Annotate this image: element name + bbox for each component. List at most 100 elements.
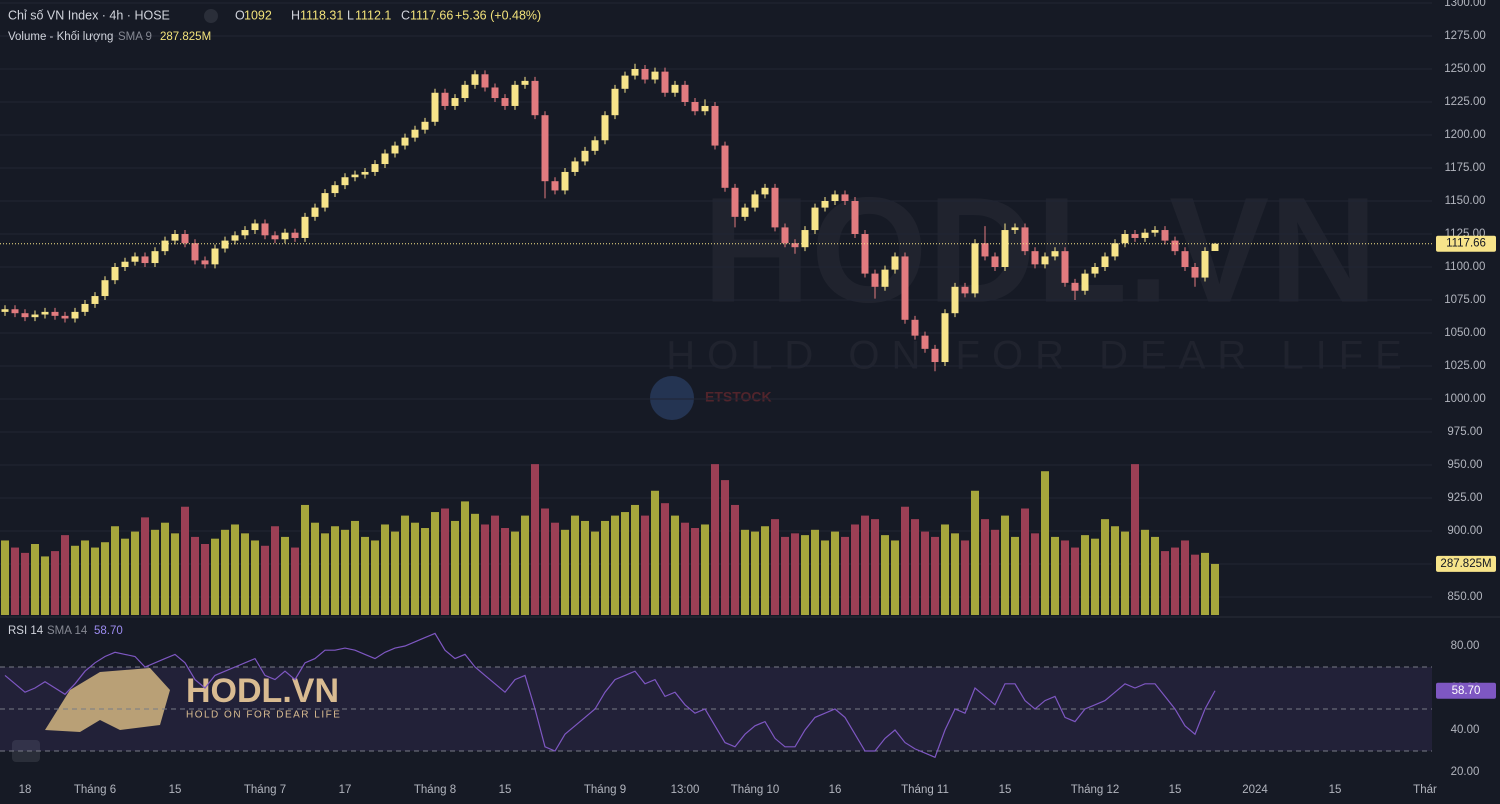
volume-bar: [701, 524, 709, 615]
volume-bar: [471, 513, 479, 615]
candle-body: [991, 256, 999, 267]
volume-bar: [1171, 547, 1179, 615]
candle-body: [1041, 256, 1049, 265]
candle-body: [121, 261, 129, 267]
volume-bar: [431, 512, 439, 615]
volume-bar: [1161, 551, 1169, 615]
volume-bar: [111, 526, 119, 615]
volume-sma: SMA 9: [118, 31, 152, 43]
candle-body: [781, 227, 789, 244]
volume-bar: [211, 538, 219, 615]
y-tick-label: 40.00: [1451, 724, 1480, 736]
candle-body: [1121, 234, 1129, 244]
volume-bar: [141, 517, 149, 615]
volume-bar: [1181, 540, 1189, 615]
volume-bar: [101, 542, 109, 615]
candle-body: [51, 311, 59, 316]
candle-body: [131, 256, 139, 262]
volume-bar: [871, 519, 879, 615]
volume-bar: [61, 535, 69, 615]
candle-body: [911, 319, 919, 336]
volume-bar: [361, 536, 369, 615]
volume-bar: [751, 531, 759, 615]
candle-body: [251, 223, 259, 231]
x-tick-label: Tháng 7: [244, 784, 286, 796]
volume-bar: [981, 519, 989, 615]
candle-body: [691, 102, 699, 112]
candle-body: [271, 235, 279, 240]
volume-bar: [1121, 531, 1129, 615]
candle-body: [391, 145, 399, 154]
volume-bar: [341, 529, 349, 615]
candle-body: [441, 92, 449, 106]
candle-body: [841, 194, 849, 201]
candle-body: [791, 243, 799, 248]
volume-bar: [721, 480, 729, 615]
candle-body: [1051, 251, 1059, 257]
ohlc-key: O: [235, 8, 245, 22]
candle-body: [431, 92, 439, 122]
volume-bar: [251, 540, 259, 615]
volume-bar: [411, 522, 419, 615]
y-tick-label: 1150.00: [1445, 195, 1486, 207]
candle-body: [401, 137, 409, 146]
candle-body: [931, 348, 939, 363]
volume-bar: [621, 512, 629, 615]
toggle[interactable]: [204, 9, 218, 23]
volume-bar: [261, 545, 269, 615]
y-tick-label: 1075.00: [1444, 294, 1486, 306]
y-tick-label: 1175.00: [1445, 162, 1486, 174]
y-tick-label: 1100.00: [1445, 261, 1486, 273]
y-tick-label: 1275.00: [1444, 30, 1486, 42]
volume-bar: [731, 504, 739, 615]
ohlc-value: 1118.31: [300, 8, 343, 22]
change: +5.36 (+0.48%): [455, 8, 541, 22]
volume-bar: [821, 540, 829, 615]
volume-bar: [371, 540, 379, 615]
candle-body: [1191, 267, 1199, 278]
candle-body: [721, 145, 729, 188]
volume-bar: [1041, 471, 1049, 615]
candle-body: [141, 256, 149, 264]
candle-body: [1071, 282, 1079, 291]
candle-body: [191, 243, 199, 261]
volume-bar: [771, 519, 779, 615]
candle-body: [511, 84, 519, 106]
volume-bar: [851, 524, 859, 615]
candle-body: [381, 153, 389, 165]
candle-body: [901, 256, 909, 320]
candle-body: [101, 280, 109, 297]
volume-bar: [551, 522, 559, 615]
axis-badge-label: 1117.66: [1446, 238, 1486, 250]
y-tick-label: 975.00: [1447, 426, 1482, 438]
volume-bar: [21, 552, 29, 615]
candle-body: [961, 286, 969, 294]
candle-body: [1061, 251, 1069, 283]
candle-body: [521, 80, 529, 85]
volume-bar: [1021, 508, 1029, 615]
y-tick-label: 80.00: [1451, 640, 1480, 652]
volume-bar: [971, 490, 979, 615]
candle-body: [21, 313, 29, 318]
x-tick-label: Tháng 10: [731, 784, 780, 796]
volume-bar: [231, 524, 239, 615]
volume-bar: [1101, 519, 1109, 615]
candle-body: [301, 216, 309, 238]
volume-bar: [861, 515, 869, 615]
candle-body: [571, 161, 579, 172]
candle-body: [671, 84, 679, 93]
candle-body: [741, 207, 749, 217]
volume-bar: [71, 545, 79, 615]
candle-body: [811, 207, 819, 231]
candle-body: [871, 273, 879, 287]
volume-bar: [1011, 536, 1019, 615]
candle-body: [661, 71, 669, 93]
volume-bar: [51, 551, 59, 615]
axis-badge: [1436, 235, 1496, 252]
volume-bar: [171, 533, 179, 615]
volume-bar: [1211, 563, 1219, 615]
x-tick-label: Tháng 9: [584, 784, 626, 796]
candle-body: [161, 240, 169, 252]
volume-bar: [131, 531, 139, 615]
